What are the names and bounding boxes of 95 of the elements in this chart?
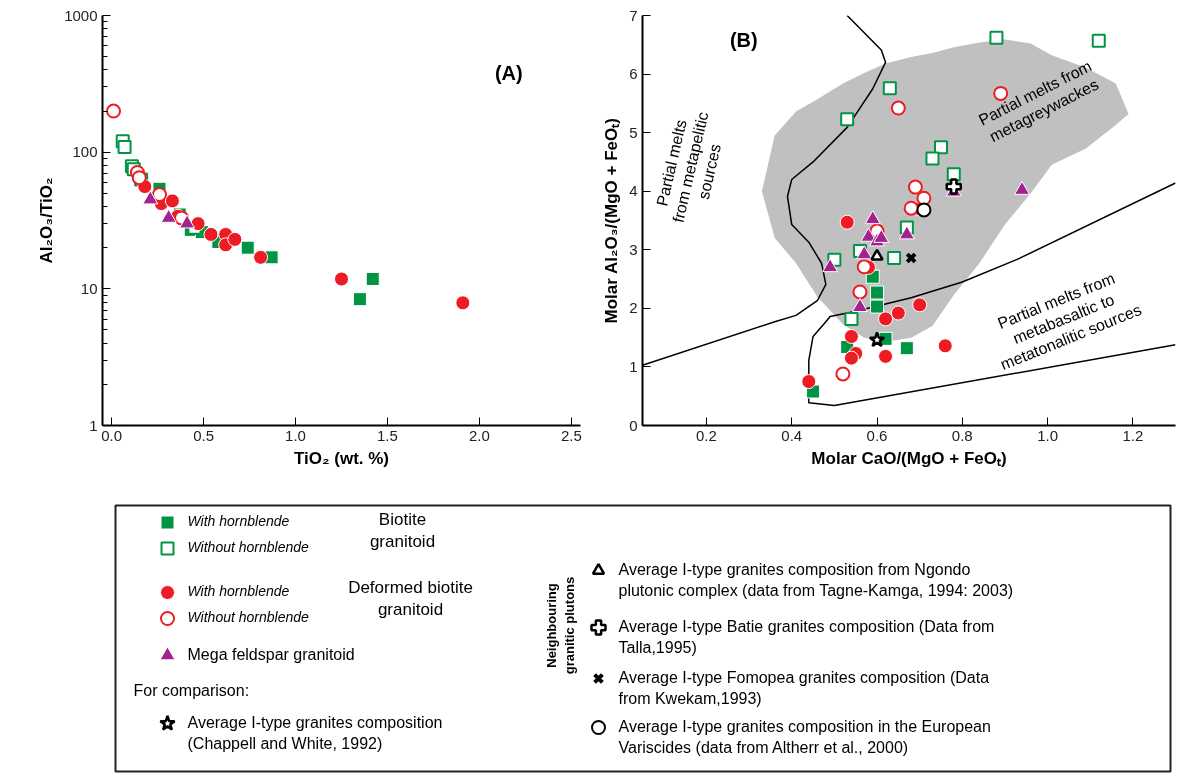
point (989, 30, 1004, 45)
point (878, 348, 894, 364)
point (253, 249, 269, 265)
point (151, 187, 167, 202)
y-tick-label: 100 (72, 143, 98, 161)
text: (B) (729, 29, 758, 52)
point (365, 272, 380, 287)
point (870, 248, 884, 261)
point (878, 311, 894, 327)
point (916, 202, 932, 218)
point (899, 341, 914, 356)
y-tick-label: 4 (629, 182, 638, 200)
y-tick-label: 5 (629, 123, 638, 141)
point (851, 298, 868, 313)
x-axis-title: TiO₂ (wt. %) (293, 448, 390, 468)
x-tick-label: 0.2 (696, 426, 717, 444)
x-tick-label: 1.0 (1037, 426, 1059, 444)
point (898, 225, 915, 240)
x-tick-label: 0.4 (781, 426, 803, 444)
x-tick-label: 1.0 (285, 426, 306, 444)
y-tick-label: 0 (629, 416, 638, 434)
line-series (808, 182, 1176, 407)
x-tick-label: 0.8 (951, 426, 973, 444)
point (835, 366, 851, 382)
point (352, 292, 367, 307)
legend-label: With hornblende (187, 582, 290, 599)
point (905, 252, 918, 264)
point (843, 328, 859, 344)
point (864, 210, 881, 225)
point (907, 179, 923, 195)
point (856, 245, 873, 260)
point (868, 331, 886, 348)
text: Deformed biotite granitoid (348, 578, 473, 619)
point (882, 81, 897, 96)
point (164, 193, 180, 209)
point (455, 295, 471, 311)
legend-label: Average I-type granites composition (Chappell and White, 1992) (187, 713, 443, 752)
point (937, 338, 953, 354)
point (844, 311, 859, 326)
y-tick-label: 10 (80, 279, 98, 297)
annotation: Partial melts from metapelitic sources (653, 110, 725, 225)
point (801, 374, 817, 390)
point (946, 167, 961, 182)
point (1091, 33, 1106, 48)
legend-label: Average I-type Fomopea granites composition (Data from Kwekam,1993) (618, 668, 990, 707)
point (903, 200, 919, 216)
y-tick-label: 1 (89, 416, 98, 434)
text: Biotite granitoid (369, 510, 436, 551)
point (843, 350, 859, 366)
point (227, 231, 243, 247)
point (839, 214, 855, 230)
point (203, 226, 219, 242)
x-tick-label: 1.2 (1122, 426, 1144, 444)
y-tick-label: 3 (629, 240, 638, 258)
point (890, 100, 906, 116)
point (890, 305, 906, 321)
point (870, 299, 885, 314)
text: (A) (494, 61, 523, 84)
text: For comparison: (133, 682, 250, 699)
legend-label: Average I-type Batie granites composition (Data from Talla,1995) (618, 617, 995, 656)
legend-label: With hornblende (187, 512, 290, 529)
point (856, 259, 872, 275)
point (887, 250, 902, 265)
y-axis-title: Molar Al₂O₃/(MgO + FeOₜ) (602, 118, 622, 324)
x-axis-title: Molar CaO/(MgO + FeOₜ) (811, 448, 1007, 468)
point (933, 140, 948, 155)
point (106, 103, 122, 119)
y-axis-title: Al₂O₃/TiO₂ (37, 177, 57, 264)
y-tick-label: 7 (629, 6, 638, 24)
x-tick-label: 2.5 (560, 426, 582, 444)
legend-label: Mega feldspar granitoid (187, 645, 355, 663)
point (334, 271, 349, 287)
x-tick-label: 0.6 (866, 426, 888, 444)
y-tick-label: 1000 (64, 6, 98, 24)
point (912, 297, 928, 313)
point (945, 178, 963, 195)
point (870, 285, 885, 300)
text: Neighbouring granitic plutons (544, 576, 577, 675)
point (240, 240, 255, 255)
point (117, 140, 132, 155)
x-tick-label: 0.5 (193, 426, 215, 444)
legend-label: Without hornblende (187, 538, 309, 555)
y-tick-label: 1 (629, 357, 638, 375)
legend-label: Average I-type granites composition in the European Variscides (data from Altherr et al., 2000) (618, 717, 991, 756)
x-tick-label: 1.5 (377, 426, 398, 444)
point (925, 151, 940, 166)
x-tick-label: 2.0 (468, 426, 490, 444)
y-tick-label: 6 (629, 65, 638, 83)
legend-label: Without hornblende (187, 608, 309, 625)
point (840, 112, 855, 127)
point (852, 284, 868, 300)
x-tick-label: 0.0 (101, 426, 123, 444)
point (822, 258, 839, 273)
y-tick-label: 2 (629, 299, 638, 317)
legend-label: Average I-type granites composition from Ngondo plutonic complex (data from Tagne-Kamga, 1994: 2003) (618, 560, 1014, 599)
